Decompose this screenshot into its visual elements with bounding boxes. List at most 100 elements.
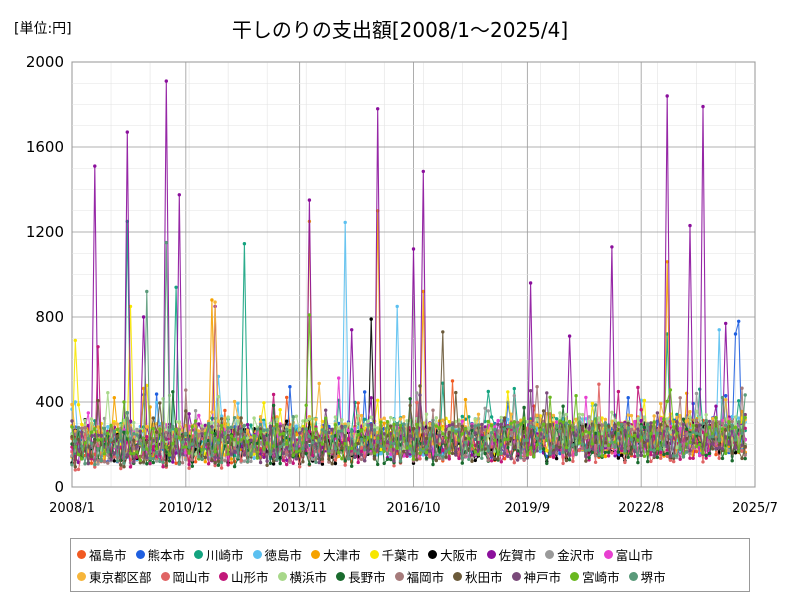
x-tick-label: 2008/1	[49, 501, 95, 516]
data-point	[288, 447, 292, 451]
data-point	[197, 455, 201, 459]
data-point	[245, 440, 250, 444]
data-point	[262, 447, 266, 451]
data-point	[83, 441, 87, 445]
data-point	[662, 452, 666, 457]
data-point	[447, 426, 451, 431]
data-point	[737, 399, 741, 403]
data-point	[275, 457, 279, 462]
data-point	[418, 451, 422, 456]
data-point	[512, 386, 516, 391]
data-point	[216, 441, 221, 445]
data-point	[587, 431, 591, 435]
data-point	[229, 434, 234, 438]
data-point	[587, 415, 591, 419]
data-point	[307, 415, 312, 419]
data-point	[213, 432, 217, 436]
data-point	[154, 400, 159, 405]
data-point	[171, 390, 175, 394]
data-point	[675, 431, 679, 435]
data-point	[652, 420, 656, 424]
data-point	[171, 460, 175, 464]
data-point	[115, 434, 120, 438]
data-point	[717, 456, 721, 460]
data-point	[385, 457, 390, 461]
data-point	[707, 435, 712, 439]
data-point	[545, 391, 549, 395]
data-point	[330, 427, 334, 431]
data-point	[122, 461, 126, 465]
data-point	[626, 396, 630, 400]
data-point	[125, 410, 129, 415]
data-point	[333, 454, 338, 458]
data-point	[467, 431, 471, 435]
data-point	[86, 461, 91, 466]
data-point	[639, 425, 643, 429]
data-point	[707, 451, 712, 456]
data-point	[288, 459, 292, 463]
data-point	[135, 433, 139, 437]
data-point	[265, 441, 269, 445]
data-point	[574, 394, 578, 398]
data-point	[704, 453, 708, 458]
data-point	[714, 446, 718, 451]
data-point	[330, 449, 334, 453]
legend-label: 福岡市	[406, 569, 445, 585]
data-point	[662, 443, 666, 447]
data-point	[701, 460, 705, 464]
data-point	[418, 423, 422, 427]
legend-marker	[194, 549, 204, 559]
data-point	[320, 457, 325, 461]
data-point	[167, 445, 172, 450]
data-point	[418, 457, 422, 461]
data-point	[223, 431, 227, 435]
data-point	[528, 389, 533, 393]
data-point	[112, 451, 117, 455]
data-point	[187, 445, 191, 449]
data-point	[606, 454, 611, 458]
data-point	[724, 435, 728, 439]
data-point	[359, 446, 364, 451]
data-point	[473, 417, 477, 421]
data-point	[567, 453, 572, 457]
data-point	[460, 461, 464, 465]
data-point	[652, 454, 656, 458]
data-point	[174, 461, 178, 465]
data-point	[415, 422, 419, 427]
data-point	[275, 417, 279, 422]
data-point	[93, 465, 97, 469]
legend-entry: 堺市	[628, 565, 666, 587]
data-point	[743, 393, 747, 397]
data-point	[359, 453, 364, 457]
data-point	[379, 452, 383, 456]
data-point	[590, 447, 595, 451]
data-point	[636, 385, 640, 390]
y-tick-label: 0	[54, 478, 64, 496]
data-point	[528, 446, 533, 450]
data-point	[590, 442, 595, 446]
data-point	[161, 460, 165, 464]
data-point	[727, 420, 731, 424]
data-point	[561, 450, 565, 454]
data-point	[483, 428, 487, 432]
data-point	[675, 420, 679, 424]
data-point	[740, 386, 744, 390]
data-point	[623, 422, 627, 426]
data-point	[727, 448, 731, 453]
data-point	[265, 463, 269, 467]
data-point	[376, 398, 380, 402]
data-point	[164, 79, 168, 83]
legend-marker	[545, 549, 555, 559]
data-point	[554, 451, 559, 455]
data-point	[258, 460, 263, 465]
data-point	[724, 423, 728, 427]
data-point	[125, 453, 129, 457]
data-point	[363, 459, 367, 463]
legend-marker	[394, 571, 404, 581]
data-point	[463, 454, 468, 458]
data-point	[128, 437, 133, 441]
data-point	[633, 419, 637, 424]
data-point	[262, 420, 266, 425]
data-point	[694, 431, 699, 435]
data-point	[665, 451, 669, 456]
